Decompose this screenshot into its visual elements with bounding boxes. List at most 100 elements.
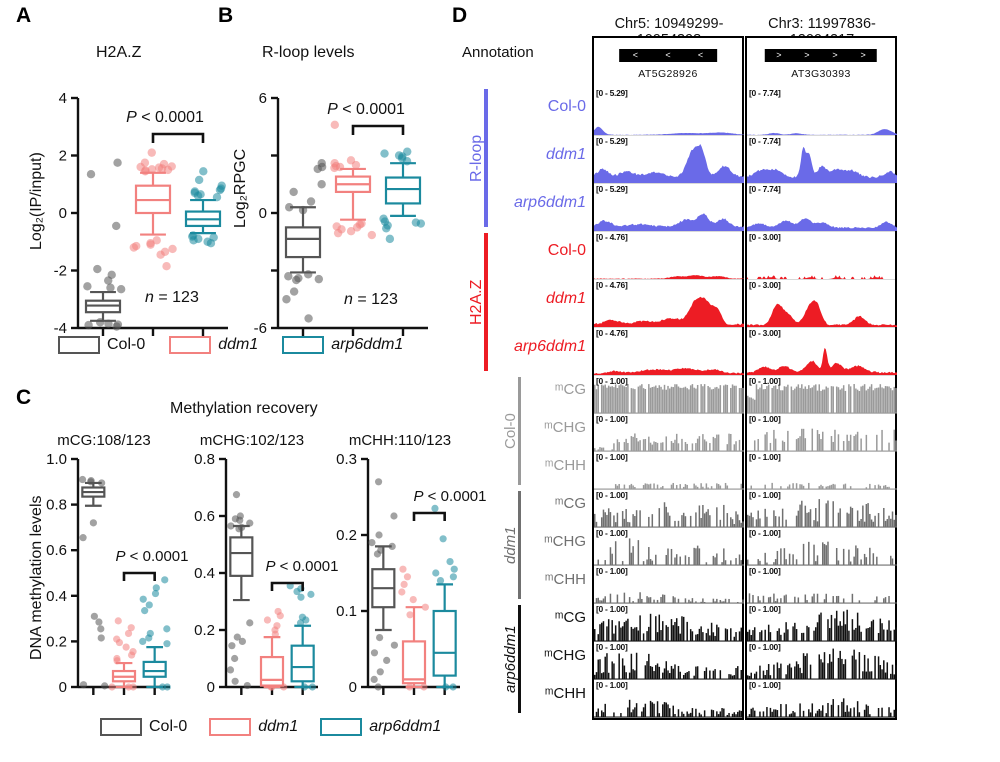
legend-item-col-0: Col-0 [100,718,187,736]
group-label-arp6ddm1: arp6ddm1 [502,625,519,693]
strand-arrow-icon: < [697,50,704,60]
strand-arrow-icon: > [860,50,866,60]
track-ddm1-CHG: [0 - 1.00] [594,528,744,566]
svg-text:2: 2 [59,148,67,165]
track-sample-label: ᵐCHH [544,685,586,703]
gene-body-bar: < < < [619,49,717,62]
track-scale-label: [0 - 3.00] [749,280,781,290]
strand-arrow-icon: > [804,50,810,60]
region-panel-1: < < < AT5G28926 [0 - 5.29] [0 - 5.29] [0 - 5.2… [592,36,744,720]
track-scale-label: [0 - 4.76] [596,328,628,338]
track-arp6ddm1-CHH: [0 - 1.00] [594,680,744,718]
svg-text:0.1: 0.1 [336,603,357,620]
panel-c-subplot-0: mCG:108/123 1.0 0.8 0.6 0.4 0.2 0 P < 0.0001 [34,432,188,705]
region-panel-2: > > > > AT3G30393 [0 - 7.74] [0 - 7.74] [0 - 7.… [745,36,897,720]
panel-c-letter: C [16,386,32,409]
strand-arrow-icon: < [632,50,639,60]
panel-c-subplot-2: mCHH:110/123 0.3 0.2 0.1 0 P < 0.0001 [330,432,486,705]
track-scale-label: [0 - 1.00] [749,680,781,690]
gene-id-label: AT5G28926 [638,68,698,80]
track-scale-label: [0 - 1.00] [749,566,781,576]
group-label-col0: Col-0 [502,413,519,449]
track-scale-label: [0 - 1.00] [749,452,781,462]
track-sample-label: Col-0 [547,241,586,259]
track-scale-label: [0 - 1.00] [749,414,781,424]
group-bracket-bar [484,233,488,371]
svg-text:0.8: 0.8 [194,451,215,468]
subplot-title: mCHH:110/123 [348,432,452,449]
legend-item-ddm1: ddm1 [169,336,258,354]
group-label-rloop: R-loop [468,134,485,182]
track-Col-0-CHH: [0 - 1.00] [594,452,744,490]
track-sample-label: ᵐCHH [544,571,586,589]
annotation-label: Annotation [462,44,534,61]
svg-text:0.8: 0.8 [46,497,67,514]
track-H2AZ-ddm1: [0 - 3.00] [747,280,897,328]
legend-label: ddm1 [258,718,299,735]
gene-annotation: > > > > AT3G30393 [747,38,895,88]
panel-d: Chr5: 10949299-10954398Chr3: 11997836-12… [440,0,1000,762]
legend-swatch [209,718,252,736]
svg-text:0.6: 0.6 [46,542,67,559]
track-scale-label: [0 - 1.00] [749,376,781,386]
track-scale-label: [0 - 7.74] [749,184,781,194]
legend-item-arp6ddm1: arp6ddm1 [282,336,403,354]
track-R-loop-arp6ddm1: [0 - 5.29] [594,184,744,232]
panel-b-chart: 6 0 -6 P < 0.0001 n = 123 [244,90,444,345]
subplot-title: mCG:108/123 [57,432,151,449]
svg-text:0.4: 0.4 [194,565,215,582]
svg-text:0.2: 0.2 [336,527,357,544]
track-sample-label: arp6ddm1 [513,193,586,211]
legend-item-ddm1: ddm1 [209,718,298,736]
track-scale-label: [0 - 3.00] [749,328,781,338]
track-sample-label: ᵐCG [554,609,586,627]
svg-text:0: 0 [59,205,67,222]
gene-body-bar: > > > > [764,49,878,62]
track-arp6ddm1-CG: [0 - 1.00] [747,604,897,642]
track-R-loop-arp6ddm1: [0 - 7.74] [747,184,897,232]
track-scale-label: [0 - 1.00] [596,414,628,424]
track-scale-label: [0 - 1.00] [749,490,781,500]
track-scale-label: [0 - 5.29] [596,88,628,98]
panel-c-title: Methylation recovery [170,400,318,417]
track-scale-label: [0 - 7.74] [749,88,781,98]
legend-item-arp6ddm1: arp6ddm1 [320,718,441,736]
track-scale-label: [0 - 1.00] [749,642,781,652]
track-scale-label: [0 - 4.76] [596,280,628,290]
track-R-loop-ddm1: [0 - 7.74] [747,136,897,184]
track-sample-label: ᵐCHG [544,533,586,551]
svg-text:0.2: 0.2 [194,622,215,639]
svg-text:P < 0.0001: P < 0.0001 [414,488,487,505]
svg-text:P < 0.0001: P < 0.0001 [266,558,339,575]
strand-arrow-icon: > [776,50,782,60]
svg-text:0: 0 [59,679,67,696]
track-scale-label: [0 - 1.00] [596,376,628,386]
track-R-loop-Col0: [0 - 7.74] [747,88,897,136]
track-scale-label: [0 - 1.00] [749,604,781,614]
track-sample-label: ᵐCG [554,495,586,513]
track-arp6ddm1-CHG: [0 - 1.00] [747,642,897,680]
svg-text:0.6: 0.6 [194,508,215,525]
subplot-title: mCHG:102/123 [199,432,305,449]
panel-b-title: R-loop levels [262,44,355,61]
svg-text:-2: -2 [54,263,67,280]
track-ddm1-CG: [0 - 1.00] [594,490,744,528]
track-Col-0-CG: [0 - 1.00] [594,376,744,414]
svg-text:1.0: 1.0 [46,451,67,468]
panel-a-letter: A [16,4,32,27]
svg-text:n = 123: n = 123 [344,291,398,308]
track-scale-label: [0 - 7.74] [749,136,781,146]
track-scale-label: [0 - 1.00] [596,490,628,500]
track-scale-label: [0 - 4.76] [596,232,628,242]
track-scale-label: [0 - 1.00] [596,452,628,462]
panel-a-chart: 4 2 0 -2 -4 P < 0.0001 n = 123 [40,90,240,345]
track-scale-label: [0 - 1.00] [596,642,628,652]
track-Col-0-CHG: [0 - 1.00] [747,414,897,452]
group-label-h2az: H2A.Z [468,279,485,325]
track-sample-label: Col-0 [547,97,586,115]
track-sample-label: ddm1 [545,145,586,163]
track-arp6ddm1-CHH: [0 - 1.00] [747,680,897,718]
legend-swatch [320,718,363,736]
svg-text:0.4: 0.4 [46,588,67,605]
track-Col-0-CHG: [0 - 1.00] [594,414,744,452]
